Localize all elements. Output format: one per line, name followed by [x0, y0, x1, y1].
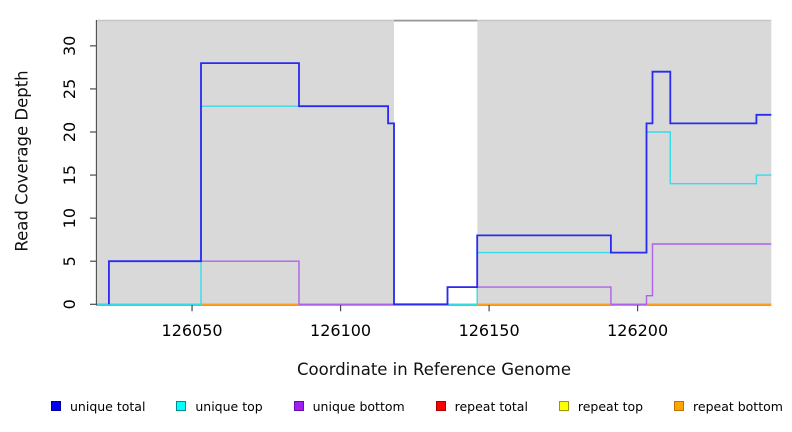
x-tick-label: 126100 [310, 321, 371, 340]
y-axis-title: Read Coverage Depth [12, 70, 32, 252]
legend-label: unique top [195, 398, 263, 414]
legend-label: unique bottom [312, 398, 405, 414]
y-tick-label: 25 [60, 79, 79, 99]
legend-swatch-repeat-total [435, 401, 446, 411]
y-tick-label: 5 [60, 256, 79, 266]
legend-item-repeat-total: repeat total [435, 398, 528, 414]
y-tick-label: 10 [60, 208, 79, 228]
x-tick-label: 126050 [162, 321, 223, 340]
legend-swatch-repeat-bottom [674, 401, 685, 411]
y-tick-label: 15 [60, 165, 79, 185]
y-tick-label: 20 [60, 122, 79, 142]
legend-item-repeat-bottom: repeat bottom [674, 399, 783, 414]
legend-item-repeat-top: repeat top [558, 398, 644, 414]
legend-label: repeat bottom [693, 398, 783, 414]
legend-item-unique-top: unique top [176, 398, 263, 414]
x-tick-label: 126200 [607, 321, 668, 340]
legend: unique total unique top unique bottom repea… [51, 397, 783, 415]
x-tick-label: 126150 [459, 321, 520, 340]
series-line-unique-total [108, 62, 772, 306]
plot-background-right [477, 20, 772, 305]
x-axis-title: Coordinate in Reference Genome [296, 360, 572, 379]
legend-item-unique-bottom: unique bottom [293, 398, 405, 414]
y-tick-label: 30 [60, 36, 79, 56]
legend-swatch-unique-bottom [293, 401, 304, 411]
y-tick-label: 0 [60, 299, 79, 309]
legend-label: repeat total [454, 398, 528, 414]
legend-swatch-repeat-top [558, 401, 569, 411]
plot-background-left [97, 20, 395, 305]
masked-region [394, 20, 478, 305]
legend-swatch-unique-total [51, 401, 61, 411]
legend-label: repeat top [577, 398, 644, 414]
legend-item-unique-total: unique total [51, 399, 145, 414]
legend-label: unique total [70, 398, 146, 414]
legend-swatch-unique-top [176, 401, 187, 411]
